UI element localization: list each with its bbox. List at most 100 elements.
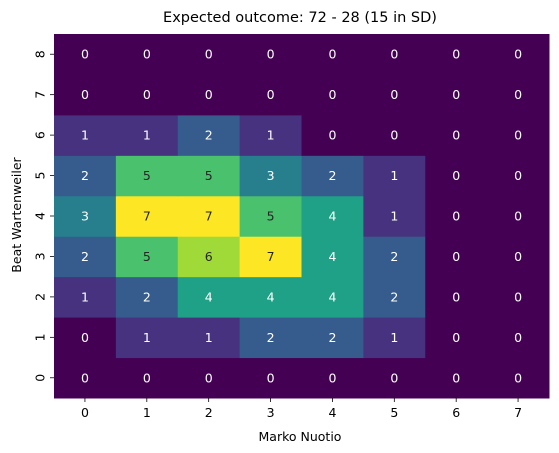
cell-value-label: 0 — [390, 47, 398, 62]
cell-value-label: 0 — [143, 370, 151, 385]
heatmap-cell — [239, 357, 302, 399]
heatmap-cell — [487, 236, 550, 278]
cell-value-label: 0 — [452, 47, 460, 62]
heatmap-cell — [115, 74, 179, 116]
cell-value-label: 0 — [514, 289, 522, 304]
heatmap-cell — [487, 317, 550, 359]
cell-value-label: 0 — [452, 209, 460, 224]
cell-value-label: 1 — [205, 330, 213, 345]
x-tick-label: 2 — [205, 405, 213, 420]
heatmap-cell — [54, 357, 117, 399]
cell-value-label: 0 — [81, 87, 89, 102]
cell-value-label: 0 — [514, 87, 522, 102]
cell-value-label: 1 — [390, 209, 398, 224]
heatmap-cells: 0 0 0 0 0 0 0 0 0 1 1 2 2 1 0 0 1 2 4 4 4 2 0 0 2 5 6 7 4 2 0 0 3 7 7 5 4 1 0 0… — [54, 34, 550, 399]
y-axis-label: Beat Wartenweiler — [9, 156, 24, 272]
x-tick-label: 5 — [390, 405, 398, 420]
x-tick-label: 4 — [328, 405, 336, 420]
y-tick-label: 3 — [33, 252, 48, 260]
cell-value-label: 4 — [328, 289, 336, 304]
cell-value-label: 1 — [81, 128, 89, 143]
cell-value-label: 0 — [143, 87, 151, 102]
heatmap-cell — [363, 236, 426, 278]
heatmap-cell — [177, 357, 241, 399]
cell-value-label: 4 — [328, 209, 336, 224]
cell-value-label: 0 — [390, 370, 398, 385]
heatmap-cell — [425, 195, 488, 237]
heatmap-cell — [487, 357, 550, 399]
cell-value-label: 2 — [267, 330, 275, 345]
heatmap-cell — [363, 74, 426, 116]
heatmap-cell — [239, 74, 302, 116]
heatmap-cell — [54, 74, 117, 116]
cell-value-label: 0 — [205, 47, 213, 62]
heatmap-cell — [177, 276, 241, 318]
cell-value-label: 1 — [390, 168, 398, 183]
heatmap-cell — [177, 34, 241, 75]
heatmap-cell — [363, 276, 426, 318]
cell-value-label: 0 — [205, 370, 213, 385]
heatmap-cell — [301, 236, 364, 278]
cell-value-label: 3 — [81, 209, 89, 224]
heatmap-cell — [363, 357, 426, 399]
heatmap-cell — [425, 34, 488, 75]
heatmap-cell — [115, 357, 179, 399]
heatmap-cell — [115, 317, 179, 359]
heatmap-cell — [239, 236, 302, 278]
heatmap-cell — [425, 114, 488, 156]
x-axis-label: Marko Nuotio — [259, 429, 342, 444]
cell-value-label: 5 — [205, 168, 213, 183]
heatmap-cell — [301, 317, 364, 359]
cell-value-label: 2 — [81, 168, 89, 183]
cell-value-label: 0 — [452, 289, 460, 304]
cell-value-label: 0 — [81, 370, 89, 385]
cell-value-label: 0 — [267, 370, 275, 385]
heatmap-cell — [54, 155, 117, 197]
y-tick-label: 5 — [33, 172, 48, 180]
cell-value-label: 0 — [514, 128, 522, 143]
cell-value-label: 7 — [267, 249, 275, 264]
heatmap-cell — [54, 114, 117, 156]
heatmap-cell — [177, 236, 241, 278]
heatmap-cell — [487, 74, 550, 116]
heatmap-cell — [425, 317, 488, 359]
heatmap-cell — [487, 114, 550, 156]
heatmap-cell — [177, 317, 241, 359]
heatmap-cell — [425, 357, 488, 399]
cell-value-label: 1 — [81, 289, 89, 304]
cell-value-label: 1 — [267, 128, 275, 143]
x-tick-label: 7 — [514, 405, 522, 420]
heatmap-cell — [487, 195, 550, 237]
cell-value-label: 7 — [205, 209, 213, 224]
heatmap-cell — [425, 236, 488, 278]
heatmap-cell — [115, 114, 179, 156]
heatmap-cell — [239, 317, 302, 359]
heatmap-cell — [54, 317, 117, 359]
y-axis-ticks: 0 1 2 3 4 5 6 7 8 — [33, 50, 54, 382]
heatmap-cell — [115, 195, 179, 237]
cell-value-label: 0 — [452, 330, 460, 345]
heatmap-cell — [487, 155, 550, 197]
cell-value-label: 2 — [143, 289, 151, 304]
cell-value-label: 4 — [267, 289, 275, 304]
cell-value-label: 0 — [143, 47, 151, 62]
cell-value-label: 2 — [390, 289, 398, 304]
heatmap-cell — [54, 236, 117, 278]
heatmap-cell — [301, 357, 364, 399]
cell-value-label: 5 — [143, 249, 151, 264]
heatmap-cell — [115, 276, 179, 318]
cell-value-label: 0 — [328, 87, 336, 102]
cell-value-label: 4 — [205, 289, 213, 304]
heatmap-cell — [54, 276, 117, 318]
cell-value-label: 0 — [390, 128, 398, 143]
y-tick-label: 0 — [33, 374, 48, 382]
cell-value-label: 0 — [514, 168, 522, 183]
cell-value-label: 2 — [328, 330, 336, 345]
cell-value-label: 0 — [452, 87, 460, 102]
heatmap-cell — [363, 155, 426, 197]
heatmap-cell — [54, 195, 117, 237]
heatmap-cell — [239, 195, 302, 237]
heatmap-cell — [301, 195, 364, 237]
cell-value-label: 0 — [205, 87, 213, 102]
